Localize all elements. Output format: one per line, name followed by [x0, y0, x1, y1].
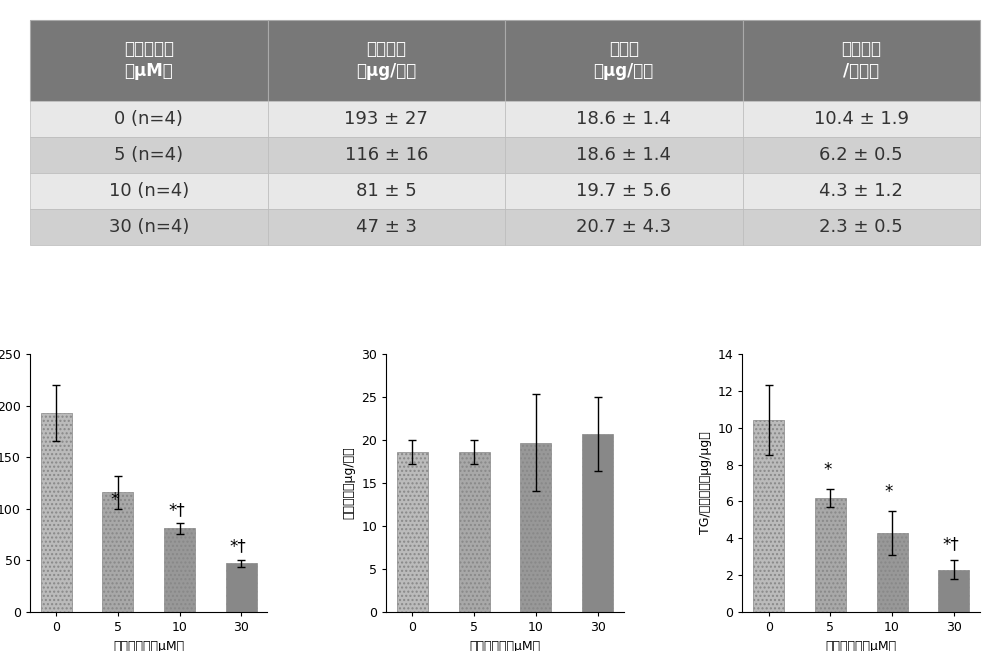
Bar	[459, 452, 490, 612]
X-axis label: 榊皮素浓度（μM）: 榊皮素浓度（μM）	[826, 639, 897, 651]
X-axis label: 榊皮素浓度（μM）: 榊皮素浓度（μM）	[469, 639, 541, 651]
FancyBboxPatch shape	[505, 209, 742, 245]
Text: 116 ± 16: 116 ± 16	[345, 146, 428, 164]
FancyBboxPatch shape	[505, 137, 742, 173]
FancyBboxPatch shape	[30, 20, 268, 101]
Text: *†: *†	[168, 501, 185, 519]
FancyBboxPatch shape	[268, 101, 505, 137]
Bar	[753, 421, 784, 612]
Text: *: *	[111, 491, 119, 509]
Text: 0 (n=4): 0 (n=4)	[114, 110, 183, 128]
Text: 18.6 ± 1.4: 18.6 ± 1.4	[576, 110, 671, 128]
Text: 20.7 ± 4.3: 20.7 ± 4.3	[576, 218, 671, 236]
FancyBboxPatch shape	[505, 101, 742, 137]
Bar	[397, 452, 428, 612]
Bar	[164, 529, 195, 612]
FancyBboxPatch shape	[30, 209, 268, 245]
FancyBboxPatch shape	[30, 173, 268, 209]
Text: 4.3 ± 1.2: 4.3 ± 1.2	[819, 182, 903, 200]
FancyBboxPatch shape	[30, 101, 268, 137]
FancyBboxPatch shape	[268, 20, 505, 101]
FancyBboxPatch shape	[742, 209, 980, 245]
Text: 榊皮素浓度
（μM）: 榊皮素浓度 （μM）	[124, 40, 174, 80]
FancyBboxPatch shape	[742, 173, 980, 209]
FancyBboxPatch shape	[742, 20, 980, 101]
Text: 81 ± 5: 81 ± 5	[356, 182, 417, 200]
FancyBboxPatch shape	[505, 173, 742, 209]
Text: 甘油三脂
/蛋白质: 甘油三脂 /蛋白质	[841, 40, 881, 80]
Text: 2.3 ± 0.5: 2.3 ± 0.5	[819, 218, 903, 236]
FancyBboxPatch shape	[30, 137, 268, 173]
FancyBboxPatch shape	[742, 101, 980, 137]
Bar	[226, 564, 257, 612]
Bar	[815, 498, 846, 612]
Text: *: *	[823, 462, 832, 479]
Text: 47 ± 3: 47 ± 3	[356, 218, 417, 236]
Text: *†: *†	[942, 535, 959, 553]
Bar	[877, 533, 908, 612]
Text: 蛋白质
（μg/孔）: 蛋白质 （μg/孔）	[594, 40, 654, 80]
FancyBboxPatch shape	[742, 137, 980, 173]
Y-axis label: TG/蛋白质比（μg/μg）: TG/蛋白质比（μg/μg）	[699, 432, 712, 534]
Text: 甘油三脂
（μg/孔）: 甘油三脂 （μg/孔）	[356, 40, 416, 80]
FancyBboxPatch shape	[505, 20, 742, 101]
Text: 10.4 ± 1.9: 10.4 ± 1.9	[814, 110, 909, 128]
Bar	[520, 443, 551, 612]
Text: 5 (n=4): 5 (n=4)	[114, 146, 183, 164]
Bar	[41, 413, 72, 612]
Text: 6.2 ± 0.5: 6.2 ± 0.5	[819, 146, 903, 164]
Bar	[102, 492, 133, 612]
Text: 193 ± 27: 193 ± 27	[344, 110, 428, 128]
FancyBboxPatch shape	[268, 137, 505, 173]
Bar	[938, 570, 969, 612]
FancyBboxPatch shape	[268, 173, 505, 209]
Text: *: *	[885, 484, 893, 501]
Text: *†: *†	[230, 537, 247, 555]
FancyBboxPatch shape	[268, 209, 505, 245]
Text: 19.7 ± 5.6: 19.7 ± 5.6	[576, 182, 671, 200]
Text: 18.6 ± 1.4: 18.6 ± 1.4	[576, 146, 671, 164]
Y-axis label: 蛋白质量（μg/孔）: 蛋白质量（μg/孔）	[343, 447, 356, 519]
Text: 30 (n=4): 30 (n=4)	[109, 218, 189, 236]
X-axis label: 榊皮素浓度（μM）: 榊皮素浓度（μM）	[113, 639, 184, 651]
Text: 10 (n=4): 10 (n=4)	[109, 182, 189, 200]
Bar	[582, 434, 613, 612]
